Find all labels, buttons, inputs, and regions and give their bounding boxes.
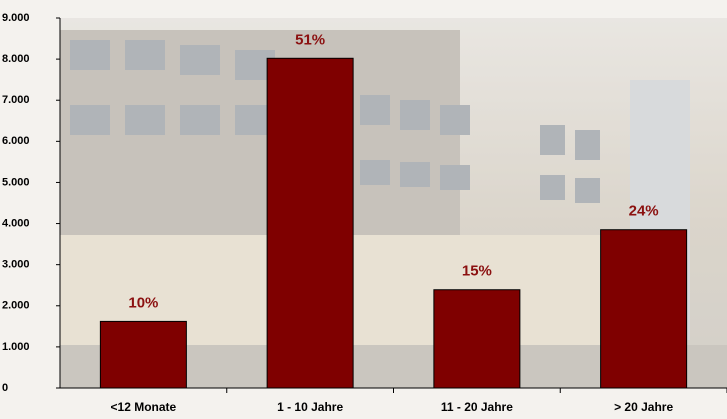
y-tick-label: 2.000 <box>2 300 30 312</box>
share-label: 24% <box>629 203 659 220</box>
x-tick-label: 11 - 20 Jahre <box>441 400 513 414</box>
share-label: 51% <box>295 31 325 48</box>
share-label: 15% <box>462 263 492 280</box>
bar <box>600 229 688 389</box>
share-label: 10% <box>128 294 158 311</box>
x-tick-label: 1 - 10 Jahre <box>277 400 343 414</box>
bar <box>266 57 354 389</box>
y-tick-label: 8.000 <box>2 53 30 65</box>
y-tick-label: 1.000 <box>2 341 30 353</box>
y-tick-label: 4.000 <box>2 217 30 229</box>
y-tick-label: 9.000 <box>2 12 30 24</box>
y-tick-label: 5.000 <box>2 176 30 188</box>
y-tick-label: 7.000 <box>2 94 30 106</box>
bar <box>99 320 187 389</box>
x-tick-label: > 20 Jahre <box>614 400 673 414</box>
x-tick-label: <12 Monate <box>111 400 177 414</box>
y-tick-label: 0 <box>2 382 8 394</box>
bar <box>433 289 521 389</box>
y-tick-label: 3.000 <box>2 259 30 271</box>
y-tick-label: 6.000 <box>2 135 30 147</box>
